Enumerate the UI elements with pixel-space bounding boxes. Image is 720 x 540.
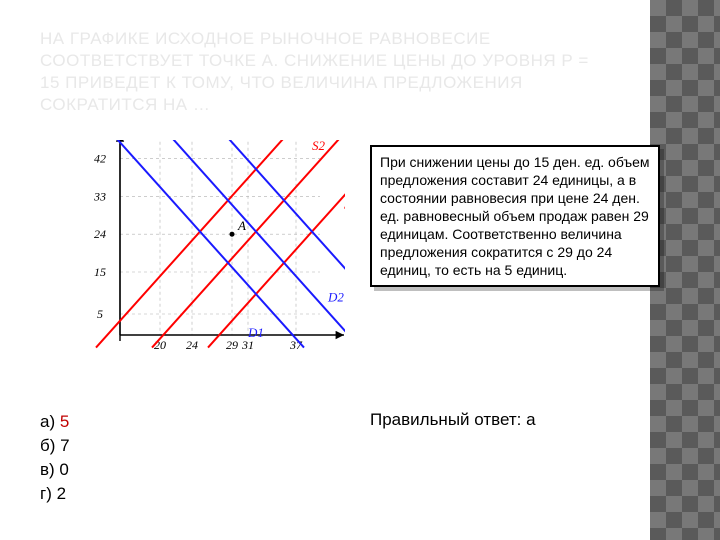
answer-option: в) 0	[40, 458, 70, 482]
svg-text:24: 24	[186, 338, 198, 352]
answer-option: б) 7	[40, 434, 70, 458]
svg-text:A: A	[237, 218, 246, 233]
svg-text:D2: D2	[327, 289, 344, 304]
answer-option: г) 2	[40, 482, 70, 506]
svg-text:S3: S3	[344, 197, 345, 212]
svg-text:33: 33	[93, 189, 106, 203]
svg-text:S2: S2	[312, 140, 326, 153]
svg-text:5: 5	[97, 307, 103, 321]
svg-text:24: 24	[94, 227, 106, 241]
question-heading: НА ГРАФИКЕ ИСХОДНОЕ РЫНОЧНОЕ РАВНОВЕСИЕ …	[40, 28, 600, 116]
svg-text:42: 42	[94, 152, 106, 166]
svg-text:29: 29	[226, 338, 238, 352]
answer-options: а) 5б) 7в) 0г) 2	[40, 410, 70, 506]
chart-svg: PQ5152433422024293137S1S2S3D1D2D3A	[80, 140, 345, 370]
checker-strip	[650, 0, 720, 540]
answer-option: а) 5	[40, 410, 70, 434]
supply-demand-chart: PQ5152433422024293137S1S2S3D1D2D3A	[80, 140, 345, 370]
svg-text:D1: D1	[247, 325, 264, 340]
explanation-box: При снижении цены до 15 ден. ед. объем п…	[370, 145, 660, 287]
correct-answer: Правильный ответ: а	[370, 410, 536, 430]
svg-text:15: 15	[94, 265, 106, 279]
svg-text:P: P	[105, 140, 115, 142]
